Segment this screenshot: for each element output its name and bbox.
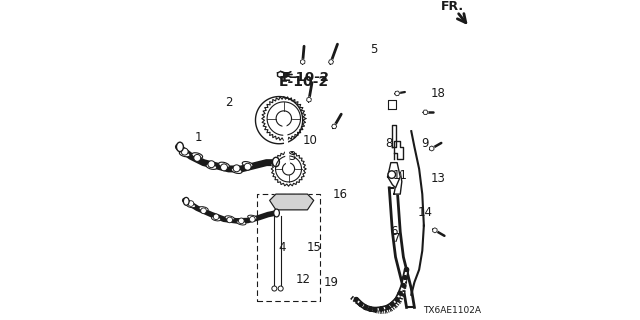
Text: 5: 5 [370,43,377,56]
Ellipse shape [206,164,217,169]
Polygon shape [388,163,400,188]
Text: 9: 9 [422,137,429,150]
Circle shape [208,161,215,168]
Circle shape [355,298,358,301]
Circle shape [364,306,367,309]
Circle shape [272,286,277,291]
Text: 1: 1 [195,131,203,144]
Text: 16: 16 [333,188,348,201]
Ellipse shape [211,216,221,221]
Circle shape [404,268,408,272]
Polygon shape [276,111,291,126]
Ellipse shape [274,209,280,217]
Text: 12: 12 [295,273,310,285]
Text: 13: 13 [431,172,445,185]
Circle shape [250,216,255,222]
Ellipse shape [186,203,196,208]
Circle shape [398,291,402,295]
Polygon shape [392,125,396,147]
Polygon shape [394,140,403,159]
Text: 2: 2 [225,96,232,109]
Ellipse shape [237,220,246,225]
Ellipse shape [273,157,280,167]
Circle shape [194,155,201,161]
Text: 8: 8 [385,137,393,150]
Ellipse shape [192,153,203,158]
Circle shape [390,302,394,306]
Circle shape [213,214,219,220]
Circle shape [233,165,240,172]
Polygon shape [269,194,314,210]
Circle shape [401,284,405,287]
Polygon shape [307,97,311,102]
Circle shape [369,307,372,311]
Polygon shape [423,110,428,115]
Polygon shape [394,172,402,194]
Ellipse shape [219,162,229,168]
Ellipse shape [225,216,234,220]
Text: 18: 18 [431,87,445,100]
Text: 10: 10 [303,134,318,147]
Ellipse shape [179,151,190,157]
Text: 15: 15 [307,241,321,254]
Text: 7: 7 [394,232,401,245]
Circle shape [278,286,283,291]
Polygon shape [278,71,284,78]
Polygon shape [395,91,399,96]
Circle shape [359,302,363,306]
Text: 14: 14 [418,206,433,220]
Polygon shape [281,71,285,78]
Polygon shape [300,60,305,64]
Polygon shape [388,100,396,109]
Text: E-10-2: E-10-2 [282,71,330,84]
Text: 4: 4 [278,241,286,254]
Ellipse shape [177,142,184,152]
Circle shape [388,171,396,178]
Circle shape [221,164,227,171]
Text: 11: 11 [393,169,408,182]
Circle shape [244,163,251,170]
Polygon shape [433,228,437,233]
Polygon shape [262,97,306,140]
Text: E-10-2: E-10-2 [279,76,330,89]
Circle shape [380,307,383,311]
Polygon shape [259,100,300,140]
Polygon shape [429,146,434,151]
Ellipse shape [248,215,257,220]
Polygon shape [328,60,333,64]
Circle shape [373,308,377,311]
Text: 3: 3 [288,150,296,163]
Ellipse shape [199,207,208,211]
Text: TX6AE1102A: TX6AE1102A [423,306,481,315]
Circle shape [227,217,232,223]
Polygon shape [282,163,294,175]
Text: 19: 19 [323,276,339,289]
Circle shape [201,208,206,214]
Circle shape [396,298,399,301]
Circle shape [403,276,407,279]
Ellipse shape [243,162,253,167]
Polygon shape [332,124,337,129]
Text: 6: 6 [390,225,397,238]
Circle shape [239,218,244,224]
Text: FR.: FR. [440,0,464,13]
Circle shape [188,201,194,206]
Ellipse shape [231,168,242,173]
Circle shape [386,306,390,309]
Ellipse shape [184,197,189,205]
Polygon shape [271,152,306,186]
Circle shape [181,148,188,155]
